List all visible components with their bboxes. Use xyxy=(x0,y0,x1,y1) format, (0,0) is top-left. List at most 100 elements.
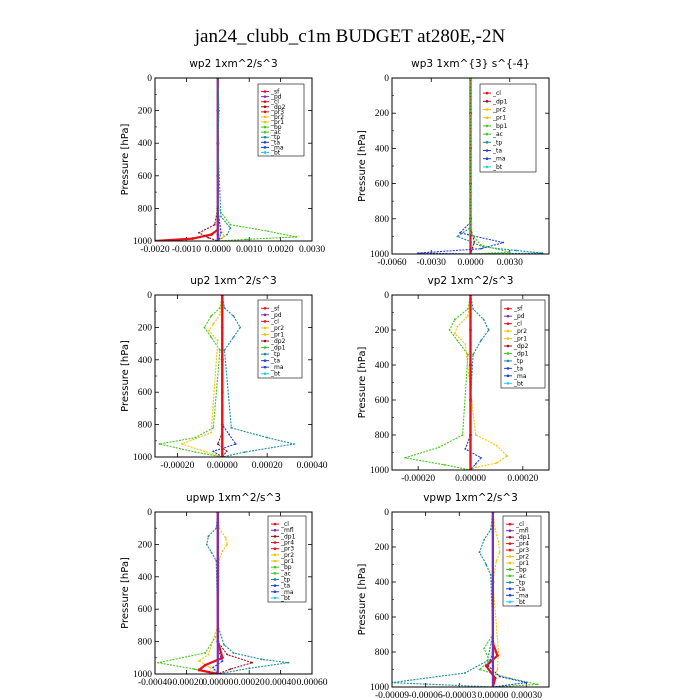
x-tick-label: 0.00020 xyxy=(234,678,265,688)
legend-marker xyxy=(263,313,267,317)
legend-label: _pr3 xyxy=(270,109,284,116)
data-point xyxy=(453,332,456,335)
legend: _sf_pd_cl_pr2_pr1_dp2_dp1_tp_ta_ma_bt xyxy=(257,299,303,379)
data-point xyxy=(232,336,235,339)
legend-label: _ta xyxy=(515,586,525,593)
x-tick-label: -0.0020 xyxy=(140,245,170,255)
y-tick-label: 1000 xyxy=(370,466,389,476)
data-point xyxy=(456,339,459,342)
legend-label: _dp1 xyxy=(515,534,531,541)
series-line-2 xyxy=(404,295,472,470)
legend-marker xyxy=(485,116,489,119)
x-tick-label: 0.0000 xyxy=(457,258,483,268)
panel-title: vp2 1xm^2/s^3 xyxy=(428,275,514,287)
data-point xyxy=(438,446,440,449)
panels: wp2 1xm^2/s^3 Pressure [hPa] 0 200 400 600 800… xyxy=(120,58,550,700)
data-point xyxy=(456,235,459,238)
x-tick-label: 0.00020 xyxy=(252,461,283,471)
data-point xyxy=(491,580,495,584)
series-group xyxy=(158,295,295,457)
legend-marker xyxy=(485,165,489,169)
data-point xyxy=(210,315,212,317)
data-point xyxy=(220,390,224,394)
legend-label: _pr1 xyxy=(270,331,284,338)
series-line-1 xyxy=(469,295,490,470)
data-point xyxy=(495,444,498,447)
data-point xyxy=(448,329,451,331)
data-point xyxy=(496,654,499,657)
legend-marker xyxy=(508,587,512,591)
legend-label: _ta xyxy=(513,365,523,372)
panel-title: vpwp 1xm^2/s^3 xyxy=(423,492,518,504)
y-axis-label: Pressure [hPa] xyxy=(120,340,131,412)
series-group xyxy=(392,512,539,687)
legend-marker xyxy=(263,326,267,330)
data-point xyxy=(295,236,298,238)
y-tick-label: 800 xyxy=(138,638,153,648)
legend-label: _cl xyxy=(270,318,279,325)
chart-panel-5: upwp 1xm^2/s^3 Pressure [hPa] 0 200 400 600 80… xyxy=(120,492,328,688)
y-tick-label: 600 xyxy=(138,388,153,398)
data-point xyxy=(456,325,459,328)
legend-marker xyxy=(263,333,267,336)
x-tick-label: 0.00000 xyxy=(477,691,508,700)
y-tick-label: 400 xyxy=(138,573,153,583)
series-group xyxy=(404,295,509,470)
chart-panel-6: vpwp 1xm^2/s^3 Pressure [hPa] 0 200 400 600 80… xyxy=(357,492,550,700)
legend-label: _pr2 xyxy=(515,554,529,561)
series-group xyxy=(155,78,298,241)
legend-label: _ma xyxy=(513,373,527,380)
series-group xyxy=(417,78,544,254)
y-tick-label: 800 xyxy=(138,204,153,214)
data-point xyxy=(216,339,219,342)
legend-marker xyxy=(506,322,510,325)
data-point xyxy=(223,349,226,351)
legend-marker xyxy=(506,381,510,385)
legend-marker xyxy=(485,132,489,136)
data-point xyxy=(495,560,498,562)
x-tick-label: -0.0060 xyxy=(377,258,407,268)
legend-marker xyxy=(273,590,277,594)
series-line-4 xyxy=(464,295,482,470)
legend-marker xyxy=(263,320,267,323)
y-tick-label: 600 xyxy=(375,396,390,406)
data-point xyxy=(204,652,207,654)
data-point xyxy=(205,543,208,546)
legend: _cl_dp1 _pr2_pr1_bp1_ac_tp _ta_ma_bt xyxy=(479,83,537,173)
legend-marker xyxy=(508,561,512,565)
y-tick-label: 200 xyxy=(138,540,153,550)
data-point xyxy=(220,215,222,218)
legend-marker xyxy=(506,329,510,333)
legend-label: _ma xyxy=(515,592,529,599)
data-point xyxy=(209,666,211,669)
data-point xyxy=(497,651,500,653)
legend-label: _ac xyxy=(515,573,526,580)
legend-label: _bt xyxy=(270,371,281,378)
data-point xyxy=(221,660,224,662)
legend-label: _ta xyxy=(270,358,280,365)
legend-label: _tp xyxy=(515,579,525,586)
legend-label: _bt xyxy=(513,380,524,387)
data-point xyxy=(198,660,200,662)
data-point xyxy=(207,535,210,538)
data-point xyxy=(226,653,229,656)
y-tick-label: 1000 xyxy=(370,683,389,693)
data-point xyxy=(443,463,446,466)
legend-label: _sf xyxy=(270,89,280,96)
data-point xyxy=(226,543,229,546)
plot-frame xyxy=(391,511,550,688)
legend-marker xyxy=(263,372,267,376)
legend-label: _pr4 xyxy=(515,541,529,548)
data-point xyxy=(229,668,232,671)
legend-marker xyxy=(508,522,512,526)
y-tick-label: 600 xyxy=(375,180,390,190)
data-point xyxy=(198,231,200,234)
data-point xyxy=(210,233,213,236)
legend-marker xyxy=(508,548,512,552)
data-point xyxy=(474,434,477,436)
legend-label: _pr2 xyxy=(492,107,506,114)
legend-label: _pr1 xyxy=(513,336,527,343)
y-tick-label: 0 xyxy=(384,508,389,518)
data-point xyxy=(221,549,224,552)
legend-marker xyxy=(485,149,489,152)
